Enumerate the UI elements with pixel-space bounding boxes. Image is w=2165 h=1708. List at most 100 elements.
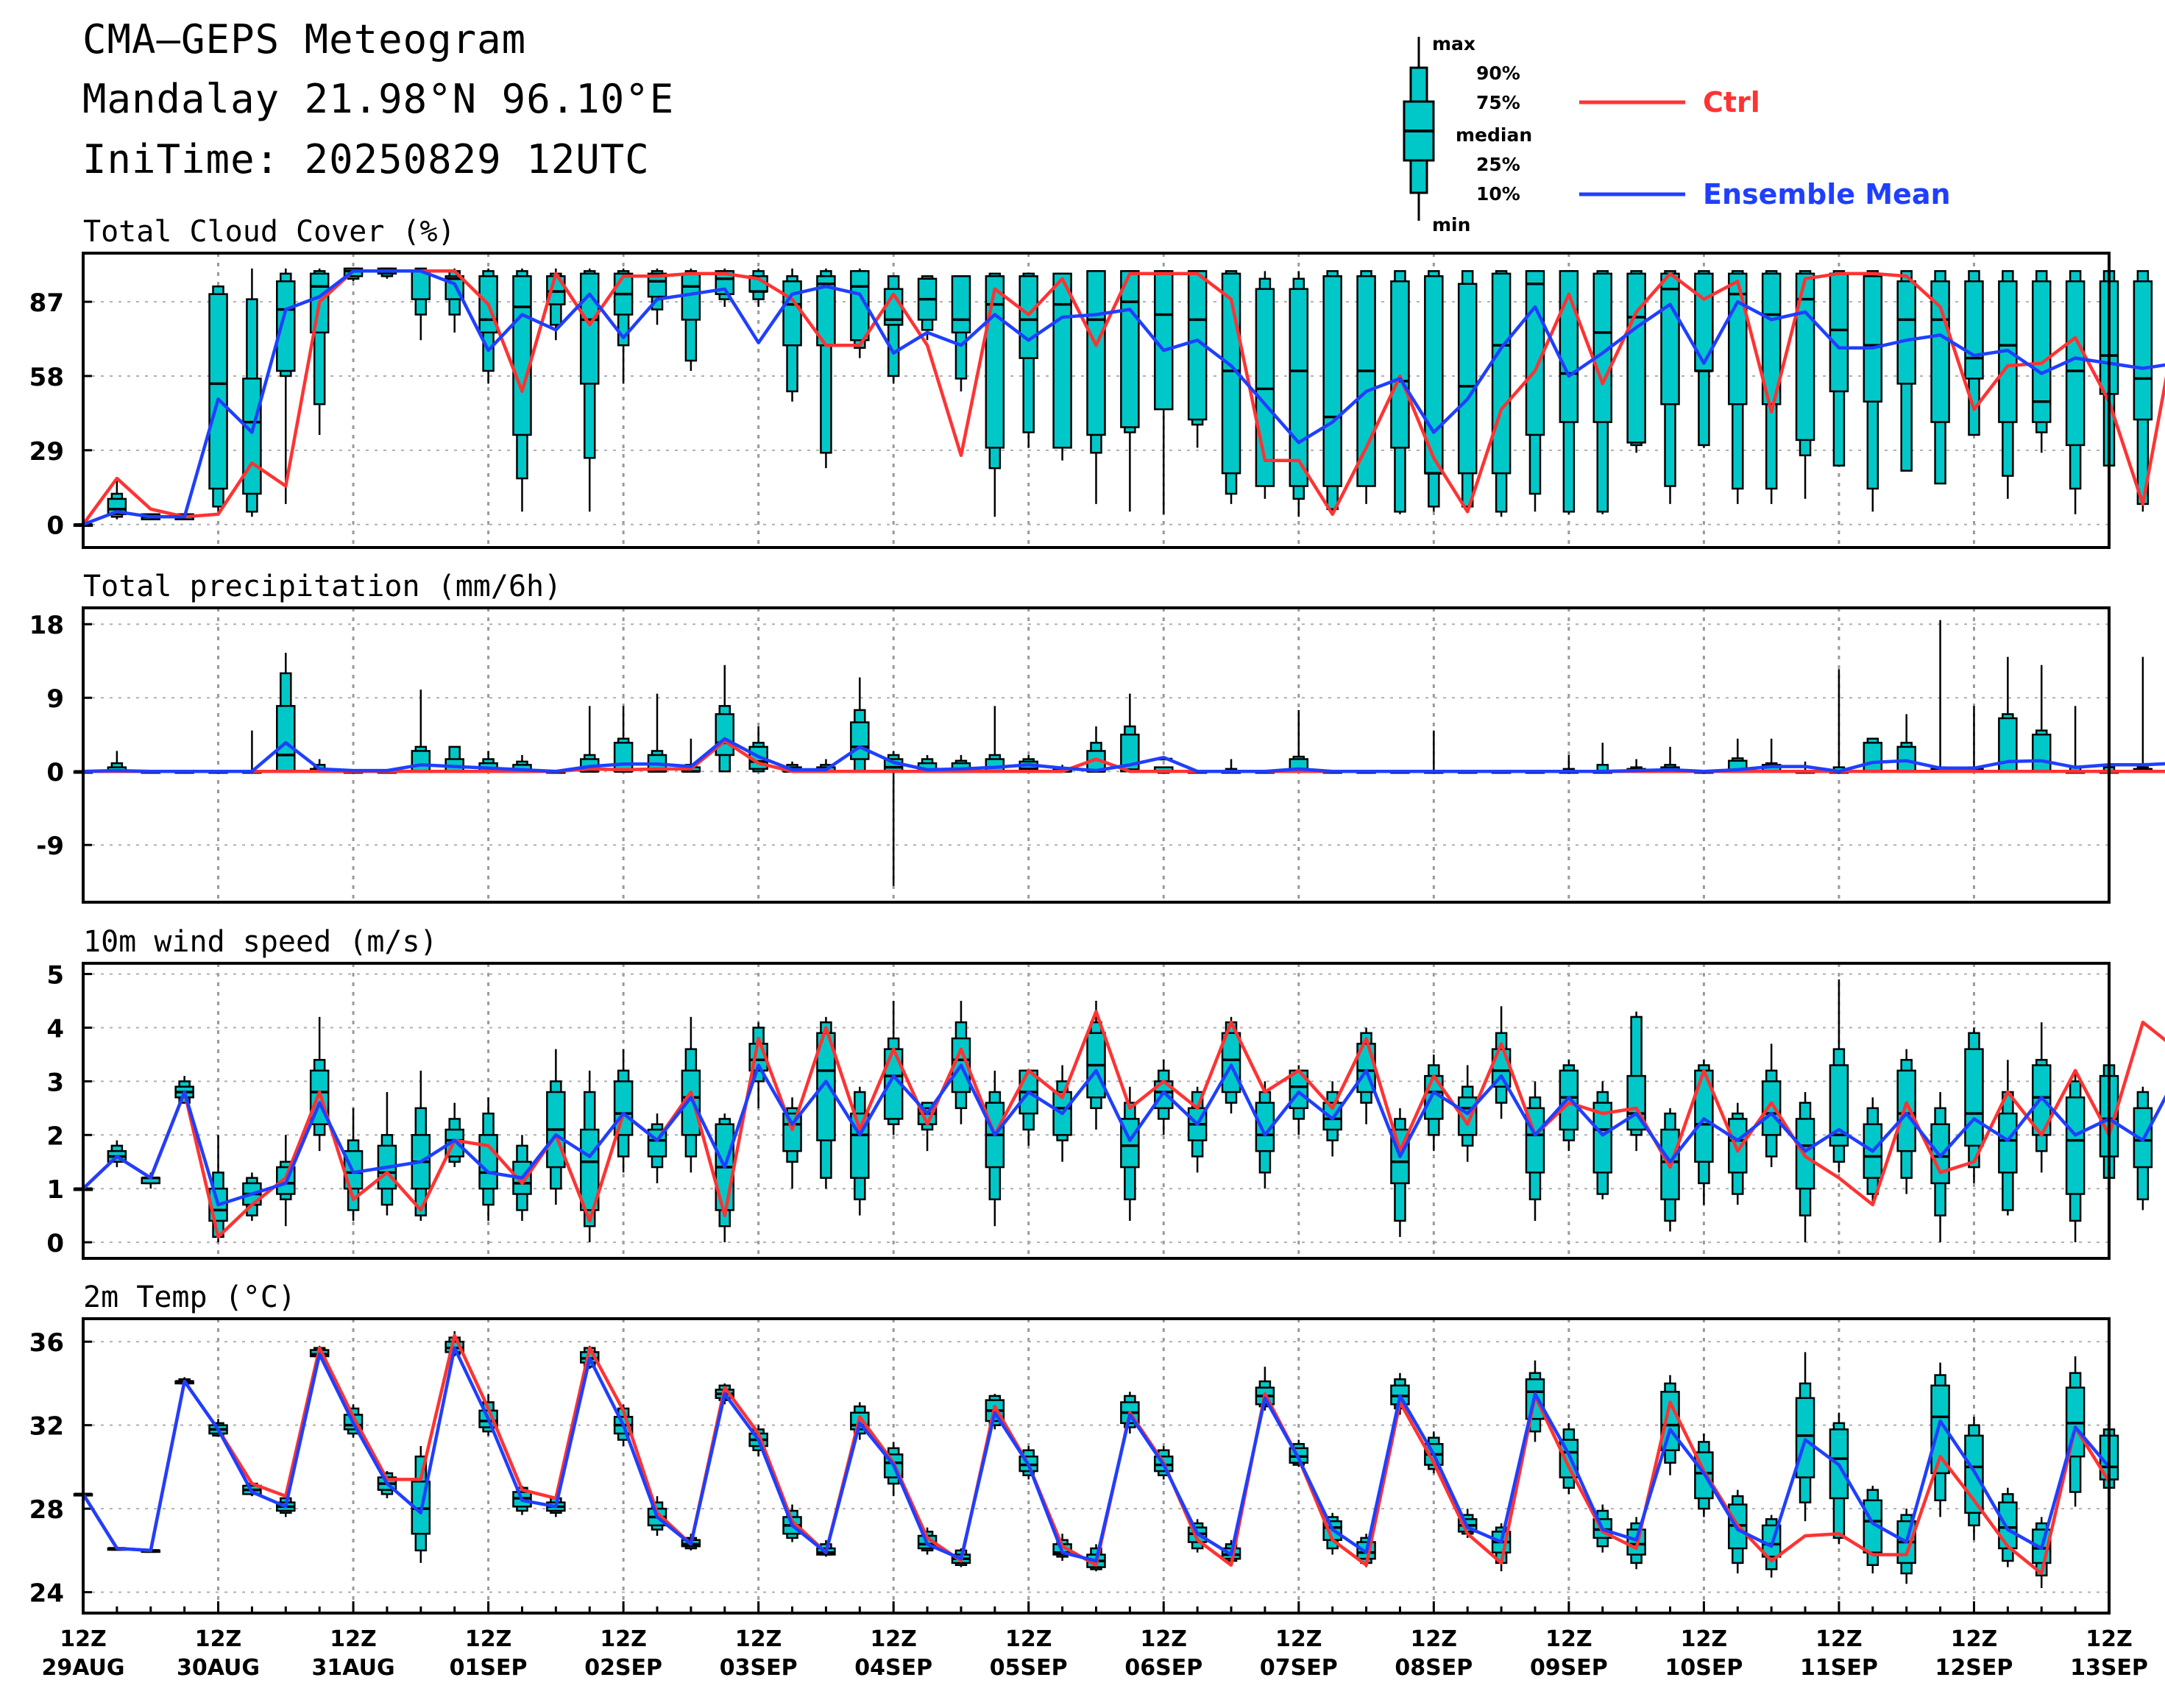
panel-title: Total Cloud Cover (%) — [83, 215, 456, 249]
x-tick-hour-label: 12Z — [735, 1626, 782, 1652]
p25-p75-box — [1525, 270, 1545, 436]
y-tick-label: 58 — [29, 363, 64, 392]
box-step-45 — [1592, 743, 1612, 774]
y-tick-label: 0 — [46, 1229, 64, 1258]
p25-p75-box — [1863, 1123, 1883, 1179]
box-step-33 — [1187, 270, 1208, 448]
box-step-13 — [512, 268, 532, 512]
box-step-18 — [681, 1016, 701, 1173]
p25-p75-box — [951, 275, 971, 334]
box-step-11 — [444, 1102, 464, 1168]
p25-p75-box — [1863, 275, 1883, 403]
p25-p75-box — [1964, 1048, 1984, 1147]
x-tick-date-label: 30AUG — [177, 1655, 260, 1681]
y-tick-label: 0 — [46, 758, 64, 787]
p25-p75-box — [1018, 275, 1038, 359]
mean-series-line — [82, 1346, 2111, 1563]
p25-p75-box — [1998, 1112, 2018, 1174]
p25-p75-box — [1829, 272, 1849, 393]
p25-p75-box — [782, 1112, 802, 1152]
box-step-30 — [1086, 270, 1106, 504]
box-step-36 — [1289, 271, 1309, 517]
x-tick-date-label: 29AUG — [41, 1655, 124, 1681]
box-step-52 — [1829, 1412, 1849, 1545]
p25-p75-box — [613, 742, 634, 773]
legend-box-label: 10% — [1476, 183, 1520, 205]
box-step-57 — [1998, 656, 2018, 773]
x-tick-hour-label: 12Z — [1815, 1626, 1863, 1652]
box-step-44 — [1559, 1422, 1579, 1495]
p25-p75-box — [2031, 733, 2052, 773]
box-step-45 — [1592, 1081, 1612, 1200]
p25-p75-box — [2065, 1096, 2086, 1195]
box-step-55 — [1930, 1091, 1950, 1243]
box-step-53 — [1863, 270, 1883, 512]
box-step-59 — [2065, 706, 2086, 774]
box-step-15 — [580, 268, 600, 512]
box-step-35 — [1255, 271, 1275, 499]
box-step-16 — [613, 1049, 634, 1173]
ctrl-series-line — [82, 1333, 2111, 1576]
box-step-56 — [1964, 706, 1984, 773]
box-step-49 — [1728, 738, 1748, 773]
mean-series-line — [82, 737, 2165, 773]
x-tick-date-label: 07SEP — [1260, 1655, 1338, 1681]
box-step-61 — [2133, 656, 2153, 773]
box-step-40 — [1424, 270, 1444, 512]
box-step-40 — [1424, 730, 1444, 774]
p25-p75-box — [1998, 1501, 2018, 1550]
box-step-51 — [1795, 1091, 1815, 1243]
box-step-13 — [512, 1135, 532, 1221]
time-axis: 12Z 29AUG 12Z 30AUG 12Z 31AUG 12Z 01SEP 12Z 02SEP… — [41, 1601, 2148, 1681]
box-step-6 — [276, 268, 296, 504]
box-step-15 — [580, 706, 600, 773]
y-tick-label: 3 — [46, 1068, 64, 1097]
legend-box-label: min — [1432, 214, 1470, 235]
p25-p75-box — [1660, 272, 1680, 405]
p25-p75-box — [715, 713, 735, 756]
box-step-24 — [883, 275, 904, 384]
box-step-39 — [1390, 270, 1410, 514]
x-tick-date-label: 01SEP — [450, 1655, 528, 1681]
box-step-59 — [2065, 1070, 2086, 1243]
box-step-28 — [1018, 1069, 1038, 1146]
panel-title: 2m Temp (°C) — [83, 1280, 296, 1314]
x-tick-date-label: 31AUG — [312, 1655, 395, 1681]
box-step-57 — [1998, 1060, 2018, 1216]
location-label: Mandalay 21.98°N 96.10°E — [82, 76, 675, 122]
box-step-54 — [1896, 1049, 1916, 1194]
legend-box-label: 90% — [1476, 63, 1520, 84]
y-tick-label: 29 — [29, 437, 64, 467]
box-step-37 — [1322, 270, 1342, 512]
box-step-23 — [850, 677, 870, 773]
box-step-34 — [1221, 1016, 1241, 1114]
box-step-45 — [1592, 270, 1612, 514]
box-step-55 — [1930, 620, 1950, 773]
box-step-56 — [1964, 1027, 1984, 1183]
box-step-33 — [1187, 1086, 1208, 1173]
p25-p75-box — [580, 1128, 600, 1211]
panel-frame — [82, 606, 2111, 904]
p25-p75-box — [1863, 742, 1883, 773]
p25-p75-box — [242, 378, 262, 495]
x-tick-hour-label: 12Z — [1545, 1626, 1592, 1652]
box-step-12 — [478, 1394, 498, 1436]
box-step-47 — [1660, 1108, 1680, 1232]
box-step-46 — [1626, 1011, 1646, 1152]
y-tick-label: 0 — [46, 511, 64, 541]
box-step-22 — [816, 1016, 836, 1189]
x-tick-date-label: 13SEP — [2070, 1655, 2148, 1681]
p25-p75-box — [1626, 1528, 1646, 1556]
p25-p75-box — [1154, 270, 1174, 411]
box-step-46 — [1626, 270, 1646, 453]
x-tick-date-label: 11SEP — [1800, 1655, 1878, 1681]
box-step-25 — [917, 275, 938, 341]
x-tick-date-label: 02SEP — [584, 1655, 662, 1681]
box-step-18 — [681, 268, 701, 371]
box-step-30 — [1086, 726, 1106, 773]
box-step-61 — [2133, 1086, 2153, 1211]
box-step-43 — [1525, 1081, 1545, 1221]
box-step-56 — [1964, 270, 1984, 436]
p25-p75-box — [478, 1134, 498, 1190]
